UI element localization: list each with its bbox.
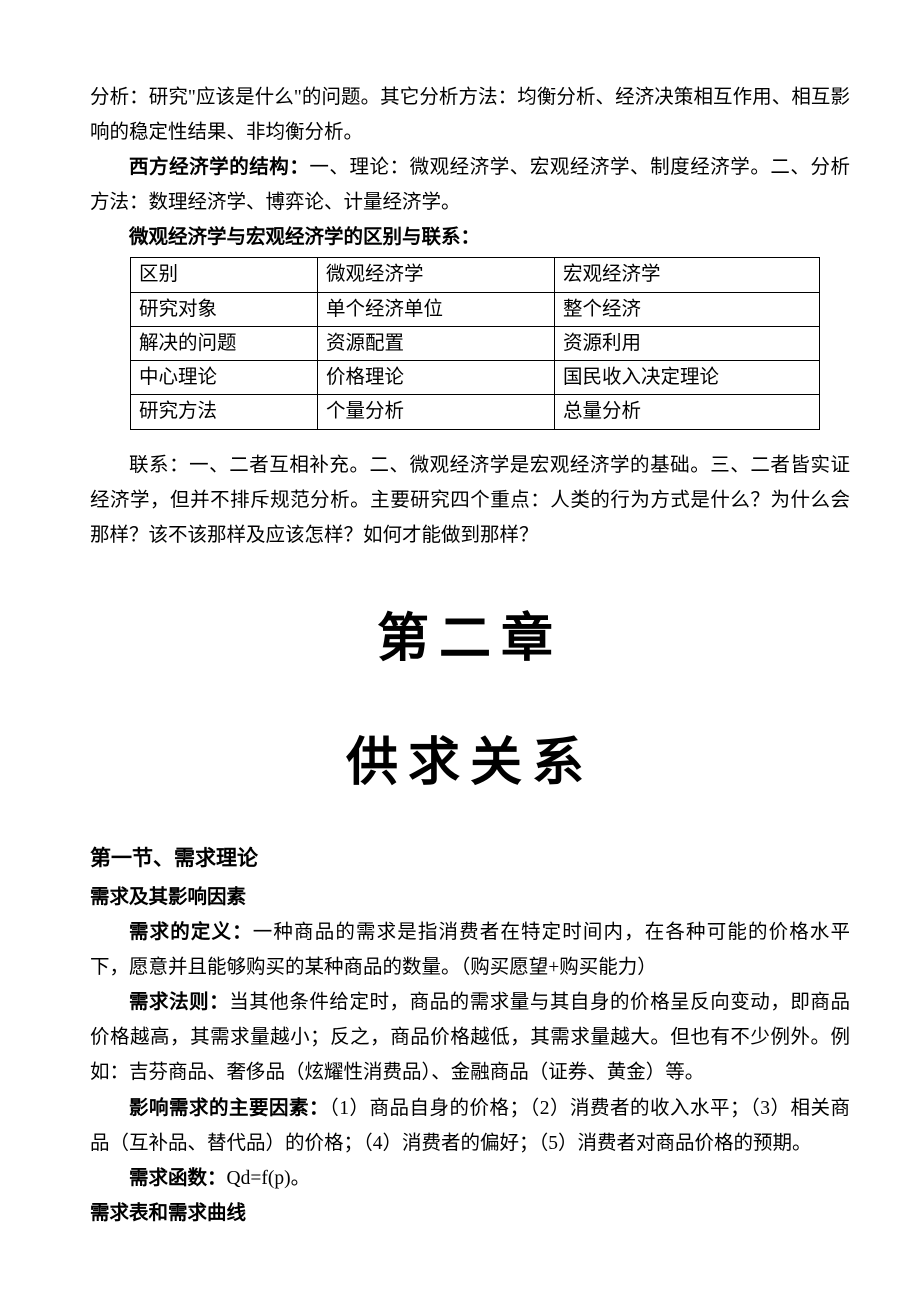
label-demand-factors: 影响需求的主要因素：: [129, 1097, 329, 1119]
table-cell: 总量分析: [555, 395, 820, 429]
table-cell: 个量分析: [318, 395, 555, 429]
label-structure: 西方经济学的结构：: [129, 156, 309, 178]
table-cell: 国民收入决定理论: [555, 361, 820, 395]
table-cell: 微观经济学: [318, 258, 555, 292]
table-cell: 解决的问题: [131, 326, 318, 360]
chapter-title: 供求关系: [90, 717, 850, 811]
paragraph-demand-factors: 影响需求的主要因素：（1）商品自身的价格；（2）消费者的收入水平；（3）相关商品…: [90, 1091, 850, 1161]
subsection-heading: 需求及其影响因素: [90, 880, 850, 915]
table-cell: 单个经济单位: [318, 292, 555, 326]
table-cell: 研究对象: [131, 292, 318, 326]
table-cell: 价格理论: [318, 361, 555, 395]
paragraph-demand-law: 需求法则：当其他条件给定时，商品的需求量与其自身的价格呈反向变动，即商品价格越高…: [90, 985, 850, 1090]
label-demand-function: 需求函数：: [129, 1167, 227, 1189]
section-heading: 第一节、需求理论: [90, 840, 850, 878]
paragraph-relation: 联系：一、二者互相补充。二、微观经济学是宏观经济学的基础。三、二者皆实证经济学，…: [90, 448, 850, 553]
label-demand-def: 需求的定义：: [129, 921, 253, 943]
table-cell: 宏观经济学: [555, 258, 820, 292]
table-row: 研究方法 个量分析 总量分析: [131, 395, 820, 429]
chapter-number: 第二章: [90, 593, 850, 687]
heading-micro-macro: 微观经济学与宏观经济学的区别与联系：: [90, 220, 850, 255]
table-cell: 区别: [131, 258, 318, 292]
table-row: 解决的问题 资源配置 资源利用: [131, 326, 820, 360]
paragraph-structure: 西方经济学的结构：一、理论：微观经济学、宏观经济学、制度经济学。二、分析方法：数…: [90, 150, 850, 220]
table-row: 中心理论 价格理论 国民收入决定理论: [131, 361, 820, 395]
table-cell: 研究方法: [131, 395, 318, 429]
comparison-table: 区别 微观经济学 宏观经济学 研究对象 单个经济单位 整个经济 解决的问题 资源…: [130, 257, 820, 429]
label-demand-law: 需求法则：: [129, 991, 229, 1013]
paragraph-analysis: 分析：研究"应该是什么"的问题。其它分析方法：均衡分析、经济决策相互作用、相互影…: [90, 80, 850, 150]
table-cell: 资源配置: [318, 326, 555, 360]
table-cell: 资源利用: [555, 326, 820, 360]
paragraph-demand-def: 需求的定义：一种商品的需求是指消费者在特定时间内，在各种可能的价格水平下，愿意并…: [90, 915, 850, 985]
table-cell: 整个经济: [555, 292, 820, 326]
text-demand-function: Qd=f(p)。: [227, 1168, 311, 1189]
table-row: 区别 微观经济学 宏观经济学: [131, 258, 820, 292]
paragraph-demand-function: 需求函数：Qd=f(p)。: [90, 1161, 850, 1196]
subsection-heading-curve: 需求表和需求曲线: [90, 1196, 850, 1231]
table-row: 研究对象 单个经济单位 整个经济: [131, 292, 820, 326]
table-cell: 中心理论: [131, 361, 318, 395]
